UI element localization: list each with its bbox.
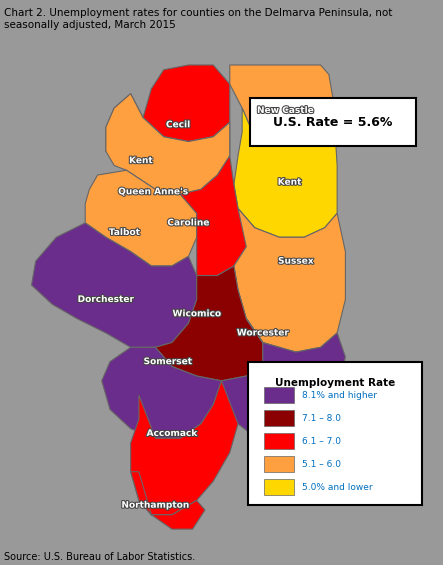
Polygon shape — [102, 347, 222, 438]
FancyBboxPatch shape — [249, 362, 422, 505]
Polygon shape — [85, 170, 197, 266]
Polygon shape — [180, 156, 255, 276]
Text: Sussex: Sussex — [278, 257, 314, 266]
Text: Somerset: Somerset — [144, 357, 192, 366]
Text: Kent: Kent — [278, 178, 302, 186]
Polygon shape — [131, 381, 238, 515]
Text: 5.1 – 6.0: 5.1 – 6.0 — [302, 459, 341, 468]
Text: Northampton: Northampton — [121, 501, 190, 510]
Text: Dorchester: Dorchester — [78, 295, 134, 304]
Text: Kent: Kent — [129, 156, 153, 165]
Polygon shape — [213, 319, 346, 443]
Text: 8.1% and higher: 8.1% and higher — [302, 390, 377, 399]
Text: Worcester: Worcester — [237, 328, 289, 337]
Text: Caroline: Caroline — [167, 219, 210, 227]
FancyBboxPatch shape — [264, 457, 294, 472]
Polygon shape — [106, 94, 230, 194]
Polygon shape — [31, 223, 197, 347]
Text: Source: U.S. Bureau of Labor Statistics.: Source: U.S. Bureau of Labor Statistics. — [4, 552, 196, 562]
Text: 7.1 – 8.0: 7.1 – 8.0 — [302, 414, 341, 423]
Text: 6.1 – 7.0: 6.1 – 7.0 — [302, 437, 341, 446]
Polygon shape — [131, 472, 205, 529]
Polygon shape — [143, 65, 230, 142]
Polygon shape — [155, 266, 263, 381]
FancyBboxPatch shape — [264, 410, 294, 426]
Text: Wicomico: Wicomico — [172, 309, 221, 318]
Text: U.S. Rate = 5.6%: U.S. Rate = 5.6% — [273, 116, 392, 129]
FancyBboxPatch shape — [264, 479, 294, 495]
Text: Accomack: Accomack — [147, 429, 197, 438]
Polygon shape — [230, 65, 333, 142]
Text: Talbot: Talbot — [109, 228, 140, 237]
Text: Unemployment Rate: Unemployment Rate — [275, 379, 395, 388]
Text: Queen Anne's: Queen Anne's — [118, 187, 189, 196]
Text: Cecil: Cecil — [166, 120, 190, 129]
Polygon shape — [234, 208, 346, 352]
Text: New Castle: New Castle — [257, 106, 314, 115]
Polygon shape — [106, 94, 230, 194]
Polygon shape — [234, 98, 337, 237]
FancyBboxPatch shape — [264, 388, 294, 403]
FancyBboxPatch shape — [250, 98, 416, 146]
Text: Chart 2. Unemployment rates for counties on the Delmarva Peninsula, not
seasonal: Chart 2. Unemployment rates for counties… — [4, 8, 393, 30]
Text: 5.0% and lower: 5.0% and lower — [302, 483, 373, 492]
FancyBboxPatch shape — [264, 433, 294, 449]
